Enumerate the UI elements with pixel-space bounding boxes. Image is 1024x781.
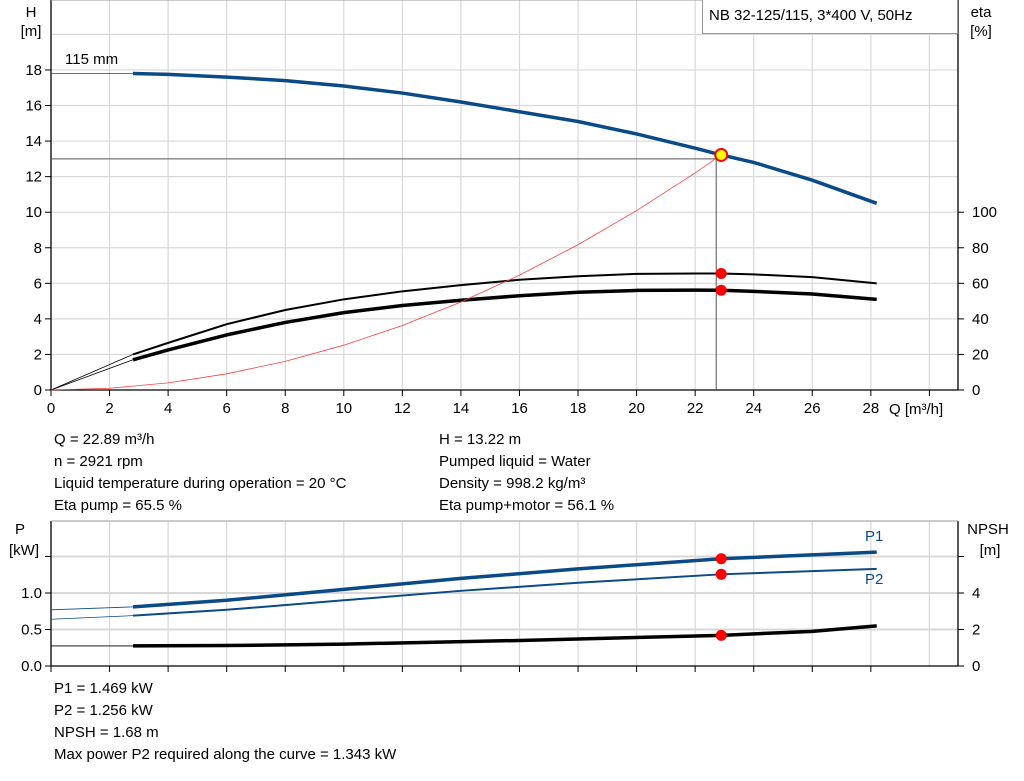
info-h: H = 13.22 m — [439, 431, 522, 448]
y2-tick-label: 60 — [972, 275, 989, 292]
y2-tick-label: 0 — [972, 382, 980, 399]
duty-point-head-marker — [714, 147, 729, 162]
npsh-axis-unit: [m] — [980, 542, 1001, 559]
x-tick-label: 28 — [862, 400, 879, 417]
x-tick-label: 16 — [511, 400, 528, 417]
y2-tick-label: 80 — [972, 240, 989, 257]
y2-tick-label: 0 — [972, 658, 980, 675]
x-tick-label: 10 — [335, 400, 352, 417]
eta_pump_motor-extension-line — [50, 359, 134, 391]
pump-model-title: NB 32-125/115, 3*400 V, 50Hz — [709, 7, 913, 24]
x-tick-label: 22 — [687, 400, 704, 417]
y2-tick-label: 100 — [972, 204, 997, 221]
P1-extension-line — [50, 606, 133, 611]
p-axis-unit: [kW] — [9, 542, 39, 559]
y-tick-label: 4 — [34, 311, 42, 328]
x-tick-label: 0 — [47, 400, 55, 417]
P1-curve — [132, 550, 877, 609]
y-tick-label: 2 — [34, 346, 42, 363]
y-tick-label: 18 — [25, 62, 42, 79]
impeller-diameter-label: 115 mm — [65, 51, 118, 68]
duty-info-right: H = 13.22 m Pumped liquid = Water Densit… — [439, 429, 614, 517]
info-p2: P2 = 1.256 kW — [54, 702, 153, 719]
x-tick-label: 14 — [453, 400, 470, 417]
info-q: Q = 22.89 m³/h — [54, 431, 155, 448]
y-tick-label: 14 — [25, 133, 42, 150]
info-npsh: NPSH = 1.68 m — [54, 724, 159, 741]
y-tick-label: 16 — [25, 98, 42, 115]
eta_pump-curve — [132, 272, 877, 356]
duty-point-p1-marker — [715, 553, 727, 565]
info-eta-pump: Eta pump = 65.5 % — [54, 497, 182, 514]
info-liquid: Pumped liquid = Water — [439, 453, 591, 470]
y-tick-label: 0.5 — [21, 622, 42, 639]
x-tick-label: 4 — [164, 400, 172, 417]
y-tick-label: 0.0 — [21, 658, 42, 675]
legend-box: NB 32-125/115, 3*400 V, 50Hz — [702, 0, 958, 34]
h-axis-title: H — [26, 4, 37, 21]
y2-tick-label: 40 — [972, 311, 989, 328]
duty-info-left: Q = 22.89 m³/h n = 2921 rpm Liquid tempe… — [54, 429, 346, 517]
duty-point-npsh-marker — [715, 629, 727, 641]
y-tick-label: 10 — [25, 204, 42, 221]
NPSH-curve — [132, 624, 877, 648]
info-p1: P1 = 1.469 kW — [54, 680, 153, 697]
duty-point-eta-pump-marker — [715, 268, 727, 280]
system_curve-curve — [50, 154, 722, 391]
p1-series-label: P1 — [865, 528, 883, 545]
p-axis-title: P — [15, 521, 25, 538]
p2-series-label: P2 — [865, 571, 883, 588]
duty-point-p2-marker — [715, 568, 727, 580]
eta-axis-title: eta — [971, 4, 993, 21]
eta-axis-unit: [%] — [970, 23, 992, 40]
x-tick-label: 2 — [105, 400, 113, 417]
x-tick-label: 8 — [281, 400, 289, 417]
x-tick-label: 20 — [628, 400, 645, 417]
y2-tick-label: 2 — [972, 622, 980, 639]
q-axis-label: Q [m³/h] — [889, 401, 943, 418]
x-tick-label: 26 — [804, 400, 821, 417]
x-tick-label: 24 — [745, 400, 762, 417]
info-liquid-temp: Liquid temperature during operation = 20… — [54, 475, 347, 492]
x-tick-label: 6 — [223, 400, 231, 417]
duty-point-eta-total-marker — [715, 284, 727, 296]
y-tick-label: 6 — [34, 275, 42, 292]
H-curve — [132, 71, 878, 205]
x-tick-label: 12 — [394, 400, 411, 417]
y-tick-label: 0 — [34, 382, 42, 399]
y-tick-label: 1.0 — [21, 585, 42, 602]
y-tick-label: 12 — [25, 169, 42, 186]
power-info: P1 = 1.469 kW P2 = 1.256 kW NPSH = 1.68 … — [54, 678, 396, 766]
eta_pump_motor-curve — [132, 288, 877, 362]
h-axis-unit: [m] — [21, 23, 42, 40]
y2-tick-label: 4 — [972, 585, 980, 602]
info-speed: n = 2921 rpm — [54, 453, 143, 470]
y-tick-label: 8 — [34, 240, 42, 257]
x-tick-label: 18 — [570, 400, 587, 417]
info-max-p2: Max power P2 required along the curve = … — [54, 746, 397, 763]
npsh-axis-title: NPSH — [967, 521, 1009, 538]
eta_pump-extension-line — [50, 354, 134, 391]
info-eta-pump-motor: Eta pump+motor = 56.1 % — [439, 497, 615, 514]
info-density: Density = 998.2 kg/m³ — [439, 475, 586, 492]
y2-tick-label: 20 — [972, 346, 989, 363]
P2-extension-line — [50, 615, 134, 620]
